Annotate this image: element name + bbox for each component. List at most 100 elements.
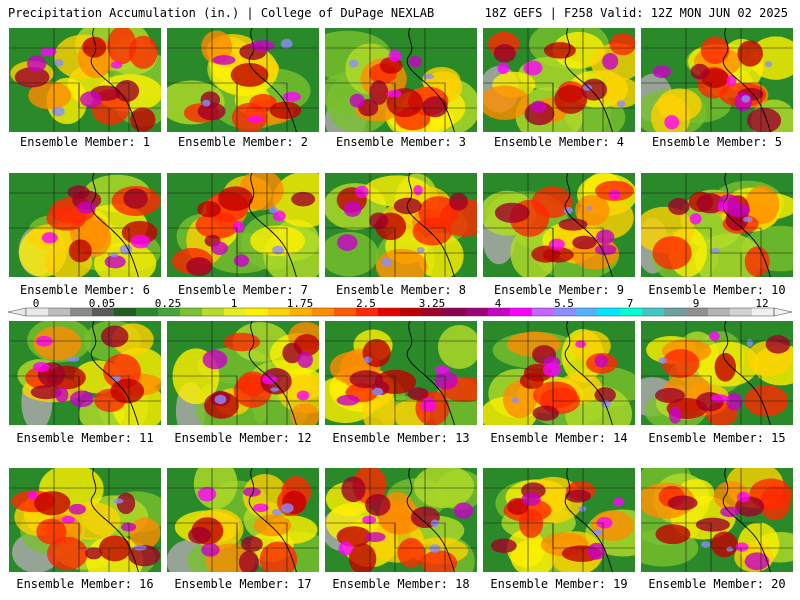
ensemble-map-panel (166, 172, 320, 278)
ensemble-member-label: Ensemble Member: 10 (648, 283, 786, 297)
ensemble-member-label: Ensemble Member: 13 (332, 431, 470, 445)
ensemble-member-label: Ensemble Member: 20 (648, 577, 786, 591)
precipitation-colorbar (7, 307, 793, 317)
colorbar-swatch (356, 308, 379, 316)
ensemble-map-panel (640, 320, 794, 426)
colorbar-swatch (598, 308, 621, 316)
colorbar-swatch (576, 308, 599, 316)
colorbar-swatch (730, 308, 753, 316)
colorbar-tick-label: 1.75 (286, 297, 314, 310)
colorbar-swatch (246, 308, 269, 316)
ensemble-map-panel (166, 467, 320, 573)
colorbar-swatch (664, 308, 687, 316)
colorbar-tick-label: 9 (692, 297, 700, 310)
ensemble-member-label: Ensemble Member: 17 (174, 577, 312, 591)
precip-map (641, 173, 793, 277)
colorbar-swatch (224, 308, 247, 316)
colorbar-swatch (268, 308, 291, 316)
ensemble-map-panel (482, 172, 636, 278)
colorbar-swatch (202, 308, 225, 316)
ensemble-map-panel (324, 320, 478, 426)
precip-map (483, 173, 635, 277)
ensemble-map-panel (166, 320, 320, 426)
precip-map (167, 28, 319, 132)
precip-map (9, 173, 161, 277)
colorbar-swatch (400, 308, 423, 316)
colorbar-swatch (708, 308, 731, 316)
colorbar-swatch (554, 308, 577, 316)
colorbar-tick-label: 2.5 (356, 297, 376, 310)
colorbar-swatch (488, 308, 511, 316)
colorbar-max-arrow (773, 307, 793, 317)
colorbar-tick-label: 12 (755, 297, 769, 310)
precip-map (167, 321, 319, 425)
precip-map (325, 173, 477, 277)
colorbar-tick-label: 3.25 (418, 297, 446, 310)
colorbar-swatch (312, 308, 335, 316)
precip-map (9, 468, 161, 572)
precip-map (483, 28, 635, 132)
ensemble-map-panel (8, 467, 162, 573)
colorbar-swatch (510, 308, 533, 316)
run-valid-time: 18Z GEFS | F258 Valid: 12Z MON JUN 02 20… (484, 6, 788, 20)
colorbar-swatch (26, 308, 49, 316)
ensemble-map-panel (324, 467, 478, 573)
ensemble-member-label: Ensemble Member: 7 (177, 283, 309, 297)
ensemble-map-panel (640, 27, 794, 133)
colorbar-swatch (620, 308, 643, 316)
colorbar-swatch (114, 308, 137, 316)
ensemble-member-label: Ensemble Member: 3 (335, 135, 467, 149)
colorbar-swatch (466, 308, 489, 316)
precip-map (641, 28, 793, 132)
colorbar-tick-label: 0 (32, 297, 40, 310)
colorbar-swatch (70, 308, 93, 316)
colorbar-swatch (290, 308, 313, 316)
ensemble-map-panel (166, 27, 320, 133)
ensemble-member-label: Ensemble Member: 2 (177, 135, 309, 149)
ensemble-member-label: Ensemble Member: 15 (648, 431, 786, 445)
colorbar-swatch (422, 308, 445, 316)
colorbar-tick-label: 0.25 (154, 297, 182, 310)
ensemble-member-label: Ensemble Member: 12 (174, 431, 312, 445)
ensemble-member-label: Ensemble Member: 4 (493, 135, 625, 149)
precip-map (483, 468, 635, 572)
colorbar-tick-label: 5.5 (554, 297, 574, 310)
ensemble-map-panel (640, 172, 794, 278)
ensemble-map-panel (324, 172, 478, 278)
ensemble-member-label: Ensemble Member: 9 (493, 283, 625, 297)
colorbar-swatch (532, 308, 555, 316)
ensemble-member-label: Ensemble Member: 5 (651, 135, 783, 149)
ensemble-member-label: Ensemble Member: 8 (335, 283, 467, 297)
colorbar-min-arrow (7, 307, 27, 317)
colorbar-swatch (92, 308, 115, 316)
ensemble-map-panel (8, 172, 162, 278)
ensemble-member-label: Ensemble Member: 11 (16, 431, 154, 445)
ensemble-member-label: Ensemble Member: 1 (19, 135, 151, 149)
colorbar-swatch (378, 308, 401, 316)
ensemble-member-label: Ensemble Member: 18 (332, 577, 470, 591)
precip-map (325, 468, 477, 572)
ensemble-member-label: Ensemble Member: 16 (16, 577, 154, 591)
ensemble-member-label: Ensemble Member: 6 (19, 283, 151, 297)
map-title: Precipitation Accumulation (in.) | Colle… (8, 6, 435, 20)
ensemble-map-panel (482, 467, 636, 573)
colorbar-swatch (180, 308, 203, 316)
colorbar-tick-label: 7 (626, 297, 634, 310)
ensemble-member-label: Ensemble Member: 14 (490, 431, 628, 445)
precip-map (325, 321, 477, 425)
ensemble-map-panel (482, 27, 636, 133)
colorbar-tick-label: 4 (494, 297, 502, 310)
precip-map (325, 28, 477, 132)
precip-map (641, 321, 793, 425)
colorbar-swatch (752, 308, 775, 316)
colorbar-swatch (136, 308, 159, 316)
colorbar-swatch (642, 308, 665, 316)
colorbar-swatch (334, 308, 357, 316)
colorbar-swatch (686, 308, 709, 316)
colorbar-tick-label: 0.05 (88, 297, 116, 310)
precip-map (167, 173, 319, 277)
ensemble-map-panel (482, 320, 636, 426)
ensemble-map-panel (8, 320, 162, 426)
precip-map (9, 321, 161, 425)
precip-map (483, 321, 635, 425)
